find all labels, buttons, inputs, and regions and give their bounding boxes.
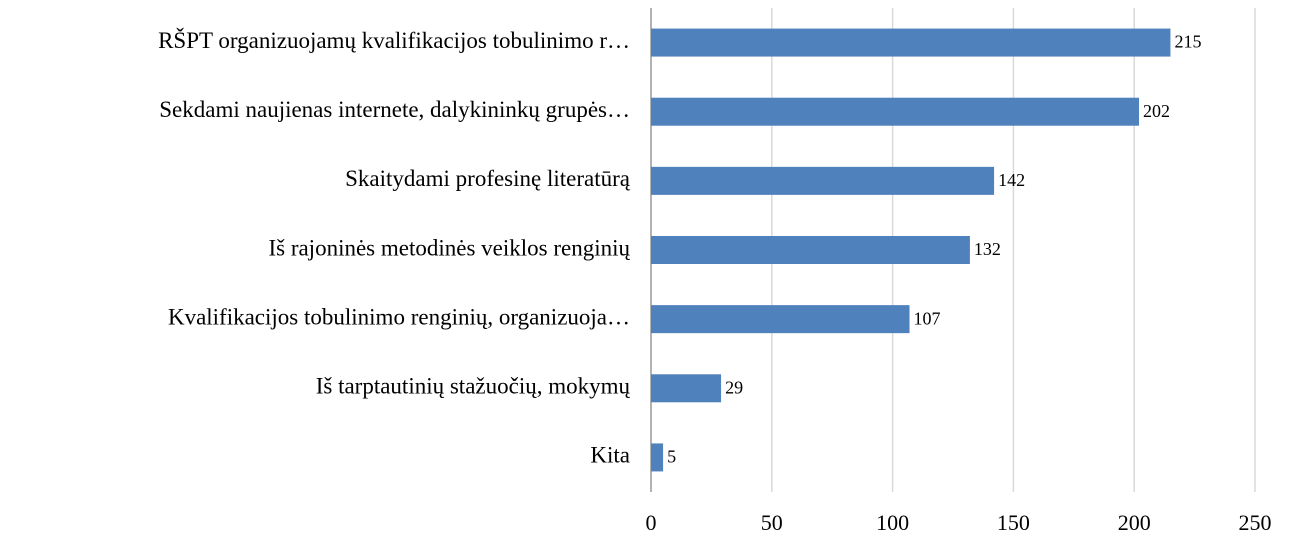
data-label: 5 — [667, 447, 676, 467]
data-label: 29 — [725, 377, 743, 397]
data-label: 142 — [998, 170, 1025, 190]
bar — [651, 236, 970, 264]
x-tick-label: 50 — [761, 510, 783, 535]
data-label: 215 — [1174, 32, 1201, 52]
bar — [651, 443, 664, 472]
bar — [651, 305, 910, 334]
data-label: 132 — [974, 239, 1001, 259]
data-label: 202 — [1143, 101, 1170, 121]
x-tick-label: 150 — [997, 510, 1030, 535]
x-tick-label: 100 — [876, 510, 909, 535]
x-tick-label: 250 — [1239, 510, 1272, 535]
y-tick-label: Kvalifikacijos tobulinimo renginių, orga… — [168, 304, 630, 329]
y-tick-label: Iš tarptautinių stažuočių, mokymų — [316, 374, 631, 399]
bar — [651, 374, 722, 403]
y-tick-label: Kita — [590, 443, 630, 468]
bar — [651, 97, 1140, 126]
y-tick-label: Iš rajoninės metodinės veiklos renginių — [268, 235, 630, 260]
x-tick-label: 200 — [1118, 510, 1151, 535]
bar — [651, 166, 995, 195]
x-tick-label: 0 — [646, 510, 657, 535]
y-tick-label: RŠPT organizuojamų kvalifikacijos tobuli… — [158, 27, 630, 53]
y-tick-label: Skaitydami profesinę literatūrą — [345, 166, 631, 191]
bar — [651, 28, 1171, 57]
y-tick-label: Sekdami naujienas internete, dalykininkų… — [159, 97, 630, 122]
data-label: 107 — [914, 308, 941, 328]
